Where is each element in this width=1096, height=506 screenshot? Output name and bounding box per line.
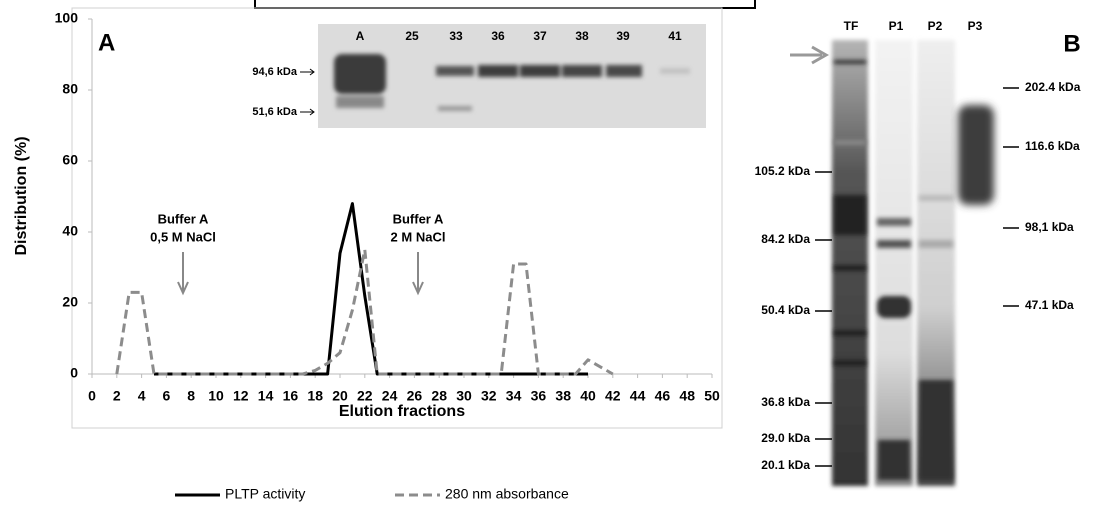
x-tick-label: 38: [555, 388, 571, 404]
panel-label: B: [1063, 30, 1080, 57]
x-tick-label: 40: [580, 388, 596, 404]
x-tick-label: 4: [138, 388, 146, 404]
data-line: [154, 202, 588, 376]
marker-arrow: [300, 68, 315, 76]
annotation-text: Buffer A: [158, 211, 209, 226]
x-tick-label: 44: [630, 388, 646, 404]
x-tick-label: 14: [258, 388, 274, 404]
marker-label: 84.2 kDa: [761, 232, 810, 246]
title-box: [254, 0, 756, 9]
marker-label: 20.1 kDa: [761, 458, 810, 472]
lane-label: 25: [405, 29, 419, 43]
lane-label: 37: [533, 29, 547, 43]
y-tick-label: 100: [55, 10, 79, 26]
x-tick-label: 36: [531, 388, 547, 404]
x-tick-label: 12: [233, 388, 249, 404]
marker-label: 47.1 kDa: [1025, 298, 1074, 312]
lane-label: 36: [491, 29, 505, 43]
lane-label: 41: [668, 29, 682, 43]
x-tick-label: 42: [605, 388, 621, 404]
marker-label: 29.0 kDa: [761, 431, 810, 445]
x-tick-label: 10: [208, 388, 224, 404]
x-tick-label: 6: [163, 388, 171, 404]
y-tick-label: 20: [62, 294, 78, 310]
y-tick-label: 60: [62, 152, 78, 168]
x-tick-label: 20: [332, 388, 348, 404]
y-tick-label: 80: [62, 81, 78, 97]
marker-label: 116.6 kDa: [1025, 139, 1080, 153]
lane-label: P1: [889, 19, 904, 33]
y-axis-title: Distribution (%): [13, 136, 30, 255]
lane-label: 39: [616, 29, 630, 43]
x-tick-label: 50: [704, 388, 720, 404]
panel-b-gel: [790, 40, 994, 486]
marker-label: 50.4 kDa: [761, 303, 810, 317]
y-tick-label: 0: [70, 365, 78, 381]
marker-label: 202.4 kDa: [1025, 80, 1081, 94]
x-tick-label: 32: [481, 388, 497, 404]
panel-label: A: [98, 29, 115, 56]
annotation-text: 2 M NaCl: [391, 229, 446, 244]
y-tick-label: 40: [62, 223, 78, 239]
x-tick-label: 8: [187, 388, 195, 404]
data-line: [115, 248, 614, 376]
marker-label: 36.8 kDa: [761, 395, 810, 409]
x-tick-label: 22: [357, 388, 373, 404]
marker-arrow: [300, 108, 315, 116]
x-tick-label: 48: [679, 388, 695, 404]
lane-label: A: [356, 29, 365, 43]
x-axis-title: Elution fractions: [339, 403, 465, 420]
x-tick-label: 2: [113, 388, 121, 404]
lane-label: 33: [449, 29, 463, 43]
annotation-arrowhead: [412, 281, 424, 296]
x-tick-label: 34: [506, 388, 522, 404]
x-tick-label: 0: [88, 388, 96, 404]
legend-label: PLTP activity: [225, 486, 305, 502]
lane-label: P3: [968, 19, 983, 33]
x-tick-label: 28: [431, 388, 447, 404]
inset-gel: [318, 24, 706, 128]
x-tick-label: 26: [407, 388, 423, 404]
legend-label: 280 nm absorbance: [445, 486, 569, 502]
marker-label: 51,6 kDa: [252, 106, 298, 118]
marker-label: 94,6 kDa: [252, 66, 298, 78]
x-tick-label: 18: [307, 388, 323, 404]
annotation-text: Buffer A: [393, 211, 444, 226]
lane-label: 38: [575, 29, 589, 43]
lane-label: P2: [928, 19, 943, 33]
plot-frame: [71, 7, 723, 429]
annotation-text: 0,5 M NaCl: [150, 229, 216, 244]
x-tick-label: 16: [283, 388, 299, 404]
marker-label: 105.2 kDa: [755, 164, 811, 178]
lane-label: TF: [844, 19, 859, 33]
x-tick-label: 30: [456, 388, 472, 404]
marker-label: 98,1 kDa: [1025, 220, 1074, 234]
x-tick-label: 46: [655, 388, 671, 404]
annotation-arrowhead: [177, 281, 189, 296]
x-tick-label: 24: [382, 388, 398, 404]
